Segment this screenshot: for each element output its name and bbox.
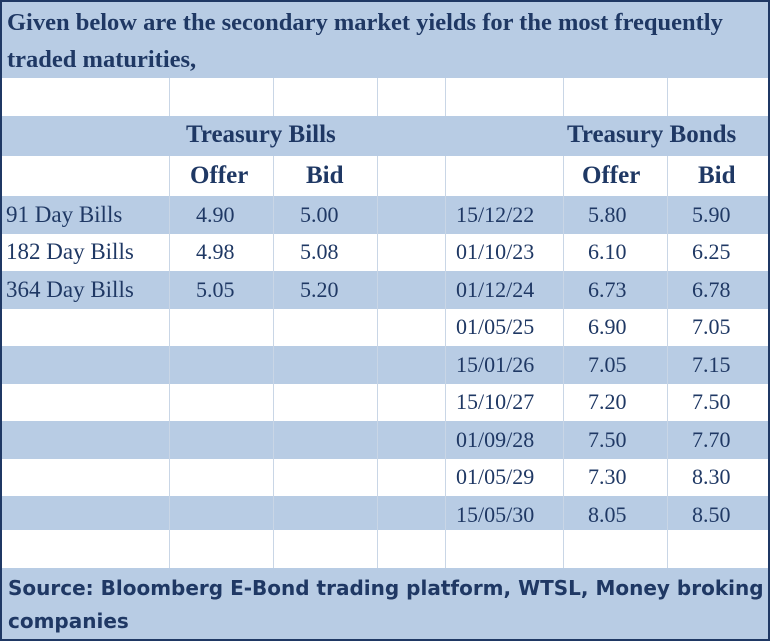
- bill-bid: [274, 308, 378, 346]
- bond-offer: 7.30: [564, 458, 668, 496]
- bill-bid: [274, 383, 378, 421]
- blank-cell: [378, 496, 446, 534]
- bond-offer: 8.05: [564, 496, 668, 534]
- bond-bid: 6.78: [692, 276, 731, 302]
- bill-bid: [274, 421, 378, 459]
- bond-offer: 6.73: [564, 271, 668, 309]
- spacer-row: [2, 530, 768, 568]
- bond-bid: 7.05: [692, 314, 731, 340]
- group-header-row: Treasury Bills Treasury Bonds: [2, 116, 768, 156]
- bonds-bid-header: Bid: [698, 162, 736, 189]
- bond-offer: 7.50: [564, 421, 668, 459]
- spacer-row: [2, 78, 768, 116]
- table-row: 364 Day Bills 5.05 5.20 01/12/24 6.73 6.78: [2, 271, 768, 309]
- bills-offer-header: Offer: [170, 156, 274, 196]
- table-row: 15/05/30 8.05 8.50: [2, 496, 768, 534]
- source-note: Source: Bloomberg E-Bond trading platfor…: [2, 568, 768, 639]
- bill-offer: [170, 383, 274, 421]
- bill-bid: [274, 458, 378, 496]
- bond-bid: 7.50: [692, 389, 731, 415]
- blank-cell: [378, 196, 446, 234]
- bill-name: [2, 458, 170, 496]
- bill-offer: [170, 421, 274, 459]
- bond-maturity: 15/10/27: [446, 383, 564, 421]
- table-row: 01/05/25 6.90 7.05: [2, 308, 768, 346]
- table-row: 15/10/27 7.20 7.50: [2, 383, 768, 421]
- bill-bid: [274, 496, 378, 534]
- bill-offer: [170, 308, 274, 346]
- bill-offer: 4.98: [170, 233, 274, 271]
- bond-maturity: 01/09/28: [446, 421, 564, 459]
- table-title: Given below are the secondary market yie…: [2, 2, 768, 78]
- bond-offer: 6.90: [564, 308, 668, 346]
- column-header-row: Offer Bid Offer Bid: [2, 156, 768, 196]
- bond-maturity: 01/10/23: [446, 233, 564, 271]
- bill-name: [2, 421, 170, 459]
- bill-bid: 5.08: [274, 233, 378, 271]
- bond-bid: 8.50: [692, 501, 731, 527]
- table-row: 01/09/28 7.50 7.70: [2, 421, 768, 459]
- bill-offer: 5.05: [170, 271, 274, 309]
- bond-bid: 6.25: [692, 239, 731, 265]
- bond-maturity: 01/12/24: [446, 271, 564, 309]
- bill-name: [2, 308, 170, 346]
- table-row: 01/05/29 7.30 8.30: [2, 458, 768, 496]
- blank-cell: [378, 421, 446, 459]
- blank-cell: [378, 308, 446, 346]
- blank-cell: [378, 383, 446, 421]
- blank-cell: [378, 271, 446, 309]
- bond-bid: 8.30: [692, 464, 731, 490]
- bond-maturity: 15/05/30: [446, 496, 564, 534]
- bill-bid: 5.00: [274, 196, 378, 234]
- bill-name: [2, 383, 170, 421]
- bill-name: [2, 496, 170, 534]
- table-row: 15/01/26 7.05 7.15: [2, 346, 768, 384]
- bill-name: 91 Day Bills: [2, 196, 170, 234]
- blank-cell: [378, 458, 446, 496]
- bill-name: [2, 346, 170, 384]
- bond-maturity: 01/05/29: [446, 458, 564, 496]
- bond-bid: 7.70: [692, 426, 731, 452]
- bond-offer: 7.05: [564, 346, 668, 384]
- bond-maturity: 15/01/26: [446, 346, 564, 384]
- bill-offer: [170, 496, 274, 534]
- treasury-bills-header: Treasury Bills: [186, 121, 336, 148]
- bill-name: 182 Day Bills: [2, 233, 170, 271]
- table-row: 91 Day Bills 4.90 5.00 15/12/22 5.80 5.90: [2, 196, 768, 234]
- bill-bid: [274, 346, 378, 384]
- bill-name: 364 Day Bills: [2, 271, 170, 309]
- blank-cell: [378, 233, 446, 271]
- bill-offer: [170, 458, 274, 496]
- bill-offer: [170, 346, 274, 384]
- table-row: 182 Day Bills 4.98 5.08 01/10/23 6.10 6.25: [2, 233, 768, 271]
- bills-bid-header: Bid: [274, 156, 378, 196]
- bond-offer: 7.20: [564, 383, 668, 421]
- bond-maturity: 01/05/25: [446, 308, 564, 346]
- bond-bid: 5.90: [692, 201, 731, 227]
- bond-maturity: 15/12/22: [446, 196, 564, 234]
- bond-offer: 6.10: [564, 233, 668, 271]
- bonds-offer-header: Offer: [564, 156, 668, 196]
- bill-offer: 4.90: [170, 196, 274, 234]
- bond-offer: 5.80: [564, 196, 668, 234]
- treasury-bonds-header: Treasury Bonds: [567, 121, 737, 148]
- blank-cell: [378, 346, 446, 384]
- bond-bid: 7.15: [692, 351, 731, 377]
- bill-bid: 5.20: [274, 271, 378, 309]
